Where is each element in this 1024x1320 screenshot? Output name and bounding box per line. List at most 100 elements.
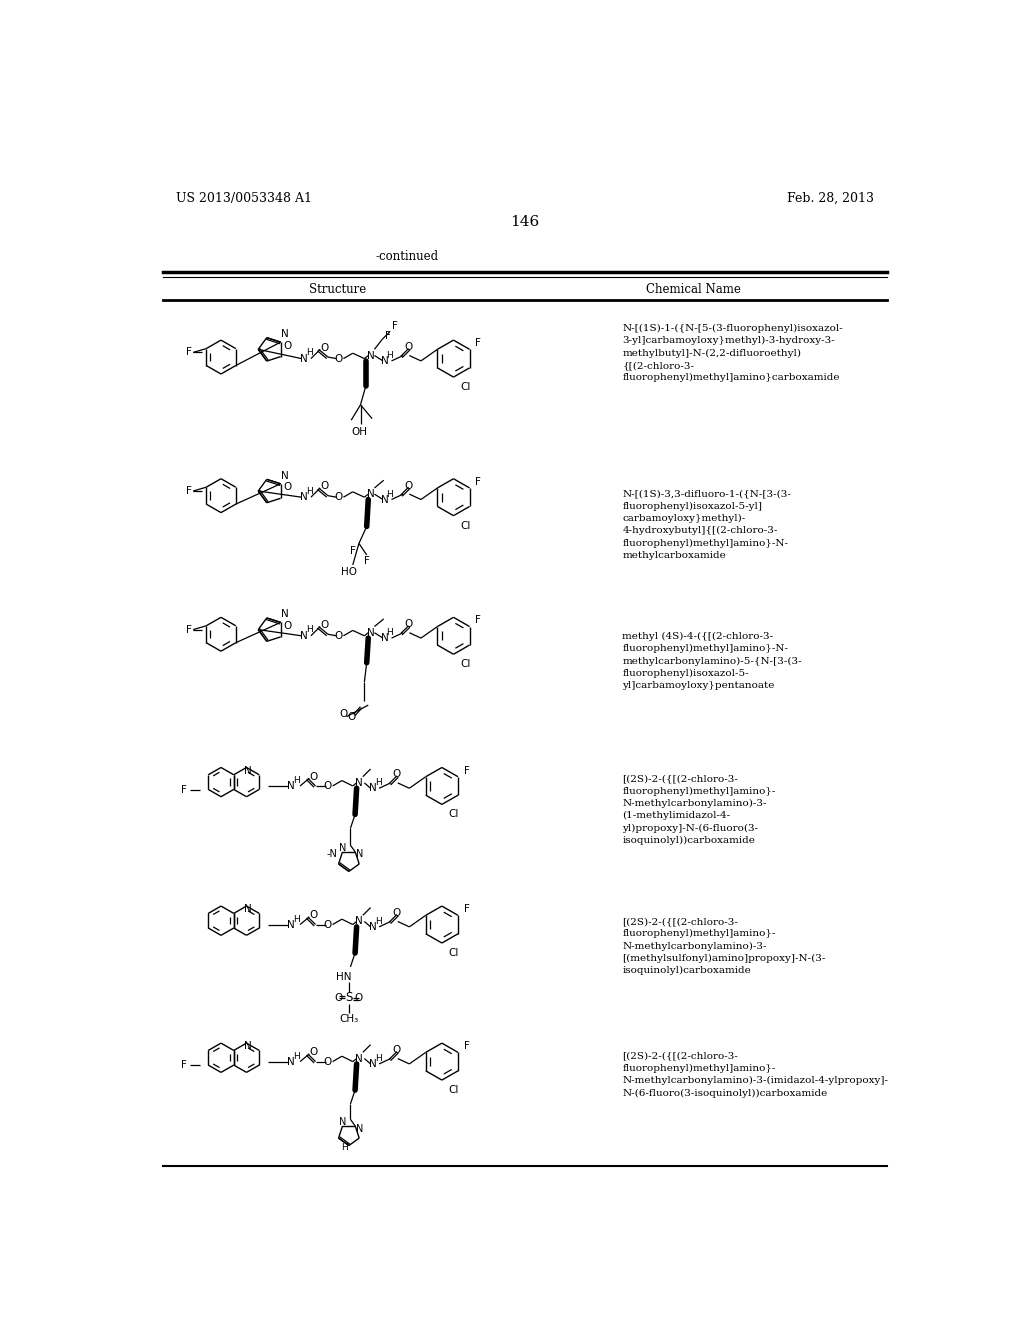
Text: N: N bbox=[245, 904, 252, 915]
Text: O: O bbox=[392, 770, 400, 779]
Text: methyl (4S)-4-({[(2-chloro-3-
fluorophenyl)methyl]amino}-N-
methylcarbonylamino): methyl (4S)-4-({[(2-chloro-3- fluorophen… bbox=[623, 632, 802, 690]
Text: Chemical Name: Chemical Name bbox=[646, 282, 741, 296]
Text: O: O bbox=[319, 343, 329, 352]
Text: O: O bbox=[310, 772, 318, 781]
Text: O: O bbox=[392, 908, 400, 917]
Text: F: F bbox=[475, 477, 481, 487]
Text: N: N bbox=[356, 1123, 364, 1134]
Text: HN: HN bbox=[336, 972, 351, 982]
Text: F: F bbox=[185, 624, 191, 635]
Text: F: F bbox=[464, 904, 470, 915]
Text: H: H bbox=[306, 626, 312, 634]
Text: H: H bbox=[306, 348, 312, 356]
Text: CH₃: CH₃ bbox=[339, 1014, 358, 1024]
Text: N: N bbox=[367, 490, 375, 499]
Text: H: H bbox=[375, 779, 382, 787]
Text: S: S bbox=[345, 991, 352, 1005]
Text: Cl: Cl bbox=[460, 381, 470, 392]
Text: Cl: Cl bbox=[449, 1085, 459, 1096]
Text: N: N bbox=[300, 354, 308, 363]
Text: H: H bbox=[306, 487, 312, 495]
Text: N: N bbox=[287, 920, 295, 929]
Text: N: N bbox=[245, 1041, 252, 1051]
Text: O: O bbox=[310, 911, 318, 920]
Text: N: N bbox=[300, 492, 308, 502]
Text: O: O bbox=[284, 620, 292, 631]
Text: F: F bbox=[464, 1041, 470, 1051]
Text: -N: -N bbox=[327, 850, 337, 859]
Text: O: O bbox=[392, 1045, 400, 1055]
Text: N: N bbox=[300, 631, 308, 640]
Text: N: N bbox=[355, 1053, 362, 1064]
Text: O: O bbox=[319, 482, 329, 491]
Text: N: N bbox=[355, 916, 362, 927]
Text: [(2S)-2-({[(2-chloro-3-
fluorophenyl)methyl]amino}-
N-methylcarbonylamino)-3-(im: [(2S)-2-({[(2-chloro-3- fluorophenyl)met… bbox=[623, 1052, 889, 1098]
Text: O: O bbox=[347, 711, 355, 722]
Text: O: O bbox=[335, 631, 343, 640]
Text: F: F bbox=[385, 331, 391, 342]
Text: F: F bbox=[475, 338, 481, 348]
Text: N: N bbox=[381, 634, 388, 643]
Text: H: H bbox=[293, 1052, 300, 1061]
Text: O: O bbox=[404, 342, 413, 352]
Text: F: F bbox=[350, 546, 355, 556]
Text: N: N bbox=[367, 351, 375, 360]
Text: F: F bbox=[185, 347, 191, 358]
Text: H: H bbox=[375, 917, 382, 925]
Text: HO: HO bbox=[341, 566, 357, 577]
Text: N-[(1S)-1-({N-[5-(3-fluorophenyl)isoxazol-
3-yl]carbamoyloxy}methyl)-3-hydroxy-3: N-[(1S)-1-({N-[5-(3-fluorophenyl)isoxazo… bbox=[623, 323, 843, 383]
Text: Feb. 28, 2013: Feb. 28, 2013 bbox=[786, 191, 873, 205]
Text: Cl: Cl bbox=[460, 659, 470, 669]
Text: Structure: Structure bbox=[308, 282, 366, 296]
Text: 146: 146 bbox=[510, 215, 540, 228]
Text: O: O bbox=[310, 1047, 318, 1057]
Text: N: N bbox=[355, 777, 362, 788]
Text: Cl: Cl bbox=[449, 809, 459, 820]
Text: US 2013/0053348 A1: US 2013/0053348 A1 bbox=[176, 191, 312, 205]
Text: -continued: -continued bbox=[376, 251, 438, 264]
Text: O: O bbox=[339, 709, 347, 719]
Text: O: O bbox=[355, 993, 364, 1003]
Text: N: N bbox=[281, 610, 289, 619]
Text: O: O bbox=[335, 354, 343, 363]
Text: F: F bbox=[464, 766, 470, 776]
Text: [(2S)-2-({[(2-chloro-3-
fluorophenyl)methyl]amino}-
N-methylcarbonylamino)-3-
[(: [(2S)-2-({[(2-chloro-3- fluorophenyl)met… bbox=[623, 917, 825, 975]
Text: [(2S)-2-({[(2-chloro-3-
fluorophenyl)methyl]amino}-
N-methylcarbonylamino)-3-
(1: [(2S)-2-({[(2-chloro-3- fluorophenyl)met… bbox=[623, 775, 776, 845]
Text: F: F bbox=[391, 321, 397, 331]
Text: Cl: Cl bbox=[460, 520, 470, 531]
Text: N: N bbox=[381, 495, 388, 504]
Text: Cl: Cl bbox=[449, 948, 459, 958]
Text: O: O bbox=[324, 781, 332, 791]
Text: H: H bbox=[387, 628, 393, 638]
Text: O: O bbox=[319, 620, 329, 630]
Text: O: O bbox=[404, 619, 413, 630]
Text: O: O bbox=[324, 1056, 332, 1067]
Text: H: H bbox=[387, 490, 393, 499]
Text: N: N bbox=[287, 1056, 295, 1067]
Text: O: O bbox=[404, 480, 413, 491]
Text: H: H bbox=[293, 915, 300, 924]
Text: F: F bbox=[181, 1060, 186, 1071]
Text: N: N bbox=[339, 842, 346, 853]
Text: F: F bbox=[475, 615, 481, 626]
Text: O: O bbox=[284, 482, 292, 492]
Text: N: N bbox=[367, 628, 375, 638]
Text: O: O bbox=[284, 341, 292, 351]
Text: N: N bbox=[369, 921, 377, 932]
Text: O: O bbox=[335, 492, 343, 502]
Text: OH: OH bbox=[351, 426, 367, 437]
Text: N: N bbox=[281, 471, 289, 480]
Text: H: H bbox=[342, 1143, 348, 1152]
Text: O: O bbox=[335, 993, 343, 1003]
Text: H: H bbox=[387, 351, 393, 360]
Text: H: H bbox=[375, 1055, 382, 1063]
Text: N: N bbox=[339, 1117, 346, 1127]
Text: N: N bbox=[381, 356, 388, 366]
Text: F: F bbox=[185, 486, 191, 496]
Text: N: N bbox=[245, 766, 252, 776]
Text: F: F bbox=[181, 785, 186, 795]
Text: O: O bbox=[324, 920, 332, 929]
Text: H: H bbox=[293, 776, 300, 785]
Text: N: N bbox=[287, 781, 295, 791]
Text: N: N bbox=[369, 1059, 377, 1069]
